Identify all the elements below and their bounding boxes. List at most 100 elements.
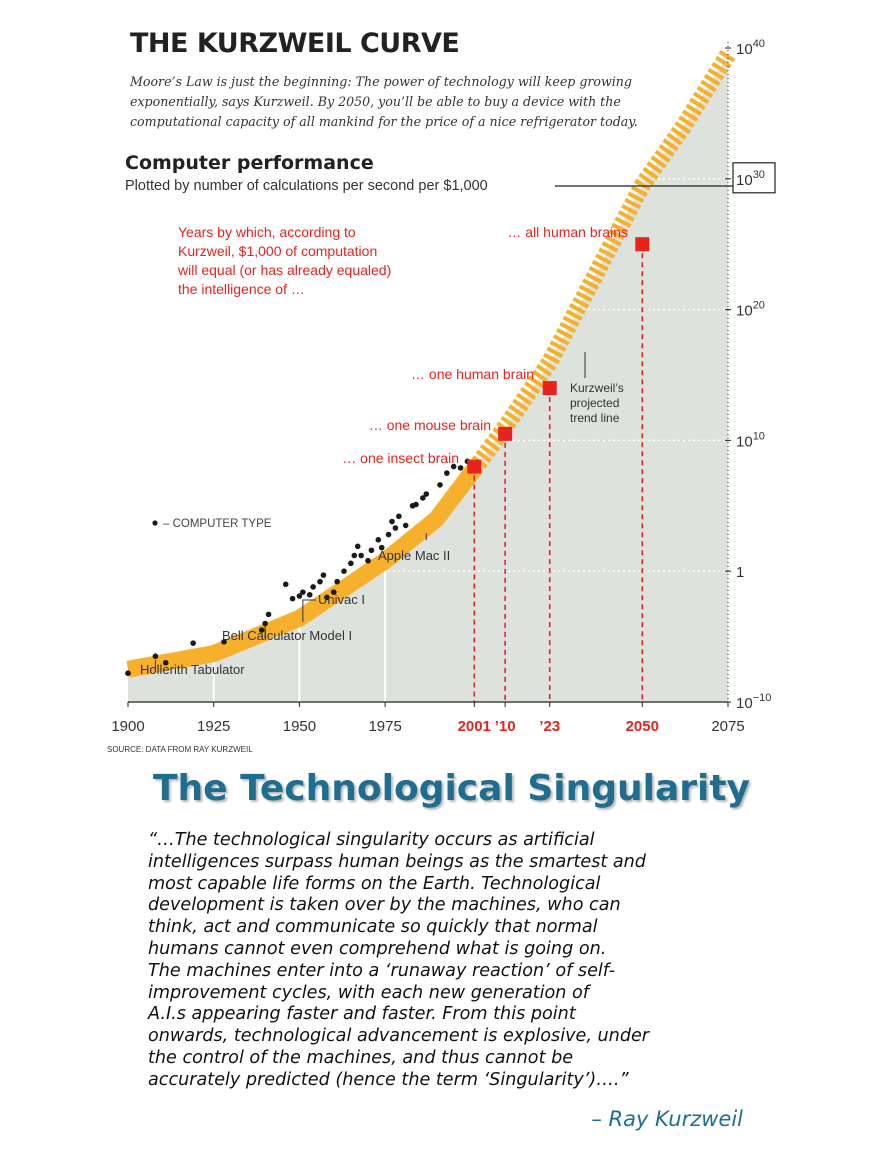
- chart-subtitle: Moore’s Law is just the beginning: The p…: [130, 72, 640, 132]
- y-tick-label: 1010: [736, 430, 765, 450]
- label-layer: – COMPUTER TYPE Hollerith Tabulator Bell C…: [140, 224, 628, 677]
- computer-data-point: [265, 611, 272, 618]
- milestone-label: … all human brains: [507, 224, 628, 240]
- quote-author: – Ray Kurzweil: [591, 1107, 743, 1131]
- computer-data-point: [450, 463, 457, 470]
- quote-line: development is taken over by the machine…: [148, 895, 621, 916]
- quote-line: intelligences surpass human beings as th…: [148, 851, 646, 872]
- chart-title: THE KURZWEIL CURVE: [130, 28, 460, 59]
- milestone-label: … one mouse brain: [369, 417, 491, 433]
- x-tick-label: 1900: [111, 718, 144, 735]
- computer-data-point: [262, 620, 268, 627]
- kurzweil-chart: – COMPUTER TYPE Hollerith Tabulator Bell C…: [107, 38, 776, 754]
- quote-line: humans cannot even comprehend what is go…: [148, 938, 607, 959]
- computer-data-point: [396, 513, 402, 520]
- y-tick-label: 1030: [736, 169, 765, 189]
- x-tick-label: 2075: [711, 718, 744, 735]
- y-tick-label: 1: [736, 564, 744, 581]
- y-tick-label: 10−10: [736, 692, 771, 712]
- quote-line: accurately predicted (hence the term ‘Si…: [148, 1069, 629, 1090]
- trend-band-historical: [122, 464, 482, 678]
- machine-label: Apple Mac II: [378, 548, 450, 563]
- computer-data-point: [457, 465, 464, 471]
- computer-data-point: [324, 594, 330, 601]
- computer-data-point: [341, 568, 347, 574]
- trend-band-projected: [467, 50, 736, 475]
- computer-data-point: [354, 543, 361, 550]
- x-tick-label: 2001: [458, 718, 491, 735]
- quote-line: think, act and communicate so quickly th…: [148, 917, 598, 938]
- computer-data-point: [420, 495, 426, 501]
- computer-data-point: [351, 552, 358, 559]
- machine-label: Hollerith Tabulator: [140, 662, 245, 677]
- computer-data-point: [152, 653, 159, 660]
- computer-data-point: [365, 557, 371, 564]
- subtitle-line: Moore’s Law is just the beginning: The p…: [130, 74, 632, 89]
- computer-data-point: [320, 572, 327, 578]
- y-tick-label: 1040: [736, 38, 765, 58]
- computer-data-point: [330, 589, 337, 595]
- computer-data-point: [375, 537, 382, 543]
- quote-line: the control of the machines, and thus ca…: [148, 1047, 574, 1068]
- area-under-curve: [128, 54, 728, 702]
- milestone-marker: [498, 426, 513, 441]
- computer-data-point: [300, 589, 306, 595]
- quote-line: The machines enter into a ‘runaway react…: [148, 960, 616, 981]
- computer-data-point: [392, 525, 399, 531]
- computer-data-point: [125, 670, 131, 677]
- y-tick-label: 1020: [736, 300, 765, 320]
- trend-label-line: trend line: [570, 411, 620, 425]
- computer-data-point: [437, 482, 443, 488]
- kurzweil-quote: “…The technological singularity occurs a…: [148, 830, 748, 1092]
- computer-data-point: [190, 640, 196, 646]
- machine-leader-line: [302, 599, 316, 622]
- trend-label-line: projected: [570, 396, 619, 410]
- computer-data-point: [258, 627, 265, 633]
- computer-data-point: [378, 544, 385, 551]
- computer-data-point: [402, 522, 409, 529]
- computer-data-point: [317, 578, 323, 585]
- x-tick-label: 1925: [197, 718, 230, 735]
- computer-data-point: [162, 659, 169, 666]
- milestone-label: … one human brain: [411, 366, 534, 382]
- subtitle-line: computational capacity of all mankind fo…: [130, 114, 638, 129]
- computer-data-point: [221, 639, 227, 645]
- computer-data-point: [306, 591, 313, 598]
- y-tick-highlight-box: [732, 162, 776, 194]
- computer-data-point: [444, 470, 450, 476]
- singularity-heading: The Technological Singularity: [152, 768, 751, 809]
- milestone-marker: [635, 237, 650, 252]
- quote-line: improvement cycles, with each new genera…: [148, 982, 589, 1003]
- computer-data-point: [334, 578, 340, 585]
- x-tick-label: ’23: [539, 718, 560, 735]
- computer-data-point: [348, 560, 354, 567]
- computer-data-point: [310, 584, 316, 590]
- computer-data-point: [296, 593, 303, 599]
- annotation-line: the intelligence of …: [178, 281, 305, 297]
- computer-data-point: [423, 491, 430, 497]
- axes-layer: 1900 1925 1950 1975 2001’10 ’23 2050 2075 10−10 1…: [107, 38, 776, 754]
- annotation-line: will equal (or has already equaled): [177, 262, 391, 278]
- annotation-line: Kurzweil, $1,000 of computation: [178, 243, 377, 259]
- computer-data-point: [413, 501, 419, 508]
- x-tick-label: 2050: [626, 718, 659, 735]
- quote-line: “…The technological singularity occurs a…: [148, 830, 595, 850]
- legend-dot-icon: [152, 520, 158, 526]
- trend-band-layer: [122, 50, 736, 678]
- machine-label: Univac I: [318, 592, 365, 607]
- quote-line: onwards, technological advancement is ex…: [148, 1026, 650, 1047]
- subtitle-line: exponentially, says Kurzweil. By 2050, y…: [130, 94, 621, 109]
- computer-data-point: [389, 518, 395, 525]
- x-tick-label: 1975: [368, 718, 401, 735]
- computer-data-point: [282, 581, 289, 588]
- milestone-marker: [467, 459, 482, 474]
- milestone-label: … one insect brain: [342, 450, 459, 466]
- machine-label: Bell Calculator Model I: [222, 628, 352, 643]
- computer-data-point: [289, 595, 296, 602]
- data-points-layer: [125, 237, 650, 677]
- computer-data-point: [358, 552, 364, 559]
- quote-line: most capable life forms on the Earth. Te…: [148, 873, 601, 894]
- area-layer: [128, 54, 728, 702]
- milestone-marker: [542, 381, 557, 396]
- legend-label: – COMPUTER TYPE: [163, 518, 272, 530]
